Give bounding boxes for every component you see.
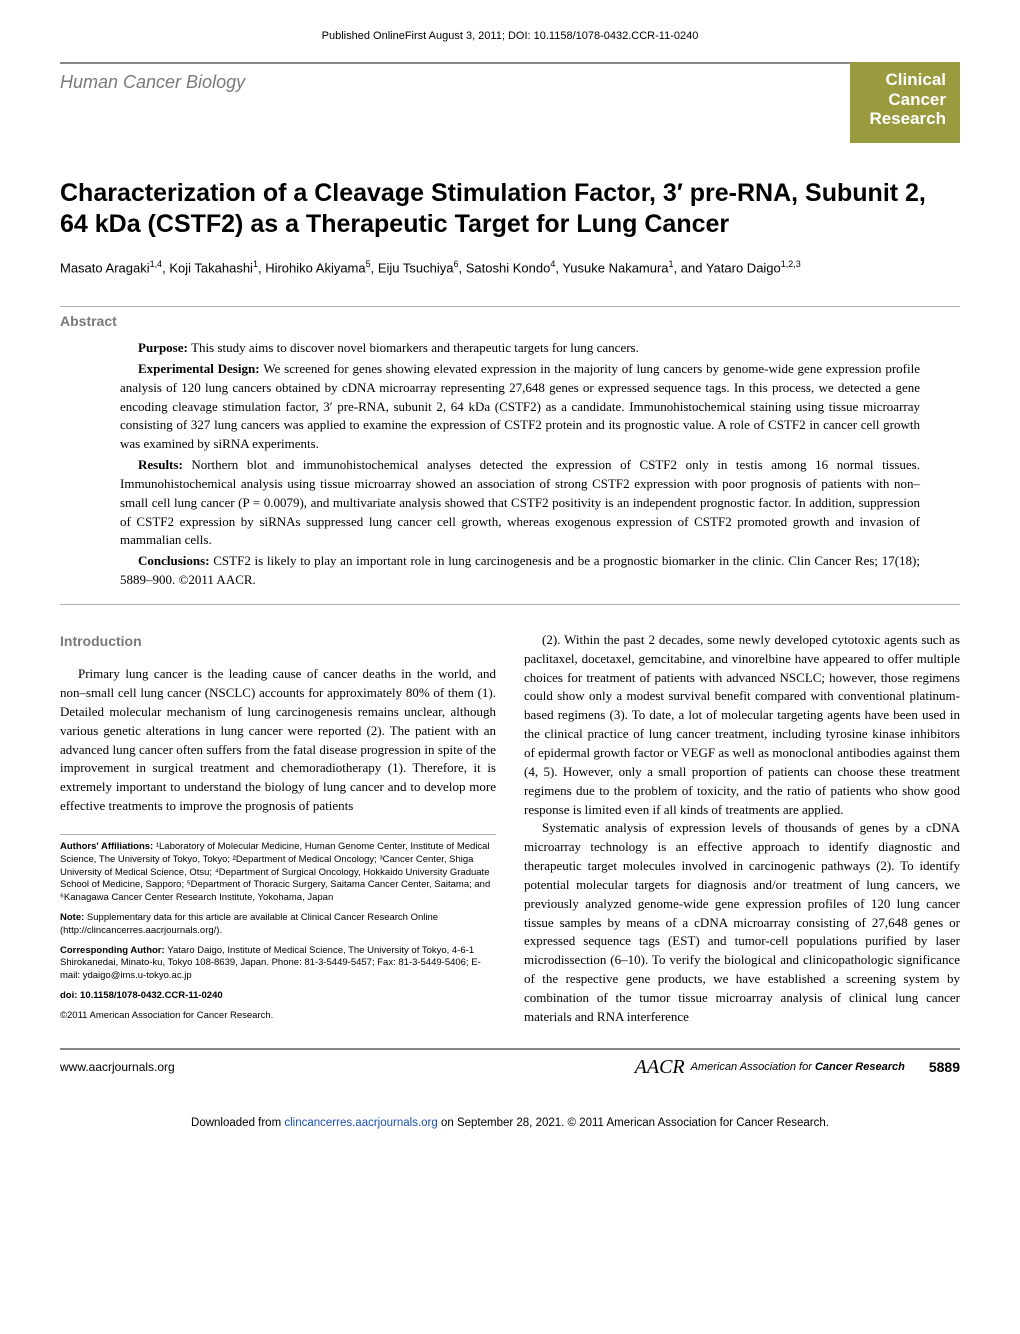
- abstract-conclusions-head: Conclusions:: [138, 553, 213, 568]
- abstract-results-head: Results:: [138, 457, 191, 472]
- download-link[interactable]: clincancerres.aacrjournals.org: [284, 1117, 437, 1129]
- abstract-bottom-rule: [60, 604, 960, 605]
- footnote-doi: doi: 10.1158/1078-0432.CCR-11-0240: [60, 990, 496, 1003]
- article-title: Characterization of a Cleavage Stimulati…: [60, 178, 960, 241]
- page-footer: www.aacrjournals.org AACR American Assoc…: [60, 1048, 960, 1079]
- two-column-body: Introduction Primary lung cancer is the …: [60, 631, 960, 1030]
- footer-right: AACR American Association for Cancer Res…: [635, 1056, 960, 1079]
- abstract-purpose-text: This study aims to discover novel biomar…: [191, 340, 639, 355]
- intro-paragraph-1: Primary lung cancer is the leading cause…: [60, 665, 496, 816]
- publication-header: Published OnlineFirst August 3, 2011; DO…: [60, 30, 960, 62]
- journal-line2: Cancer: [864, 90, 946, 110]
- introduction-heading: Introduction: [60, 631, 496, 651]
- abstract-heading: Abstract: [60, 306, 960, 329]
- page-number: 5889: [929, 1059, 960, 1075]
- footnote-corresponding: Corresponding Author: Yataro Daigo, Inst…: [60, 945, 496, 983]
- footer-url[interactable]: www.aacrjournals.org: [60, 1060, 175, 1074]
- right-column: (2). Within the past 2 decades, some new…: [524, 631, 960, 1030]
- journal-logo-box: Clinical Cancer Research: [850, 62, 960, 143]
- author-list: Masato Aragaki1,4, Koji Takahashi1, Hiro…: [60, 258, 960, 278]
- abstract-purpose-head: Purpose:: [138, 340, 191, 355]
- footer-association-text: American Association for Cancer Research: [691, 1061, 905, 1073]
- intro-paragraph-2: (2). Within the past 2 decades, some new…: [524, 631, 960, 819]
- intro-paragraph-3: Systematic analysis of expression levels…: [524, 819, 960, 1026]
- section-label: Human Cancer Biology: [60, 72, 245, 93]
- abstract-body: Purpose: This study aims to discover nov…: [60, 339, 960, 590]
- footnote-note: Note: Supplementary data for this articl…: [60, 912, 496, 938]
- download-suffix: on September 28, 2021. © 2011 American A…: [438, 1117, 829, 1129]
- journal-line1: Clinical: [864, 70, 946, 90]
- footnote-affiliations: Authors' Affiliations: ¹Laboratory of Mo…: [60, 841, 496, 905]
- footnote-copyright: ©2011 American Association for Cancer Re…: [60, 1010, 496, 1023]
- aacr-logo-icon: AACR: [635, 1056, 685, 1079]
- abstract-results-text: Northern blot and immunohistochemical an…: [120, 457, 920, 547]
- download-prefix: Downloaded from: [191, 1117, 284, 1129]
- abstract-design-head: Experimental Design:: [138, 361, 263, 376]
- left-column: Introduction Primary lung cancer is the …: [60, 631, 496, 1030]
- journal-line3: Research: [864, 109, 946, 129]
- download-notice: Downloaded from clincancerres.aacrjourna…: [0, 1099, 1020, 1141]
- top-bar: Human Cancer Biology Clinical Cancer Res…: [60, 62, 960, 143]
- abstract-conclusions-text: CSTF2 is likely to play an important rol…: [120, 553, 920, 587]
- footnotes-block: Authors' Affiliations: ¹Laboratory of Mo…: [60, 834, 496, 1023]
